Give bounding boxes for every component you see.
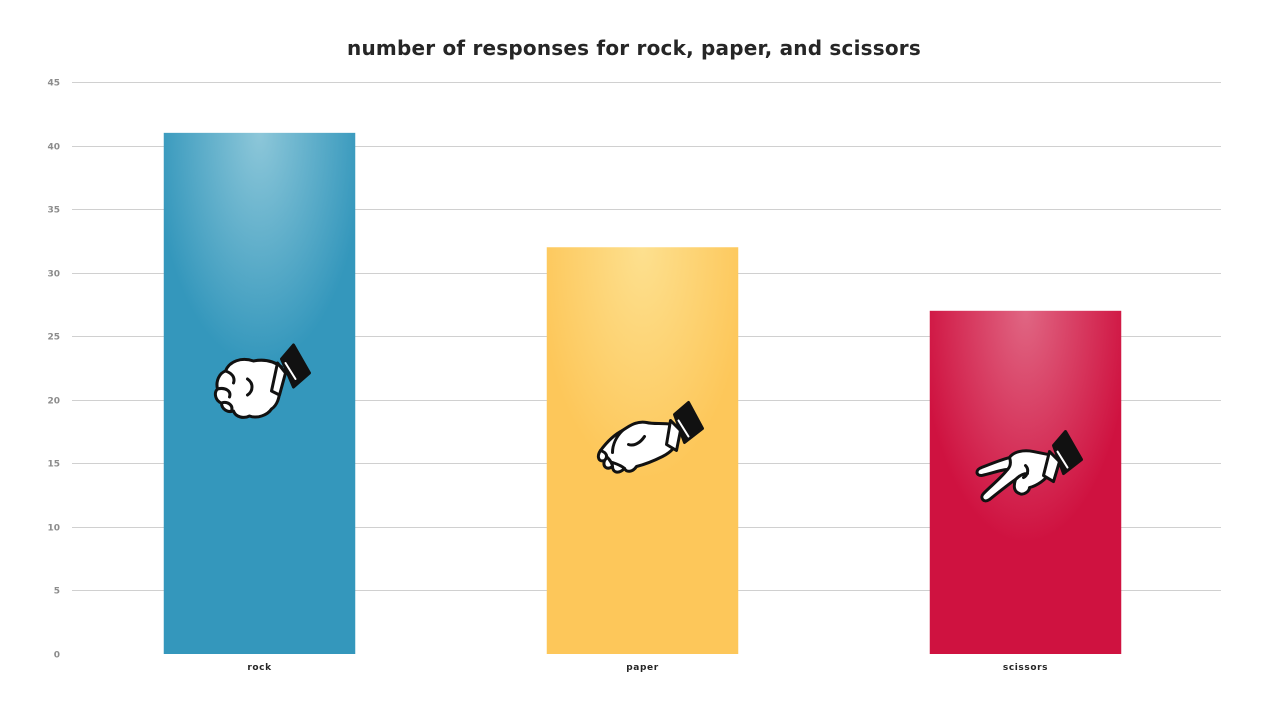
x-category-label: scissors (1003, 663, 1048, 673)
bars (163, 132, 1122, 654)
y-tick-label: 25 (47, 333, 60, 343)
x-category-label: paper (626, 663, 659, 673)
y-tick-label: 35 (47, 206, 60, 216)
y-tick-label: 0 (54, 651, 60, 661)
chart-title: number of responses for rock, paper, and… (347, 36, 921, 60)
axis-labels: 0 5 10 15 20 25 30 35 40 45 rock paper scissors (47, 79, 1048, 674)
y-tick-label: 10 (47, 524, 60, 534)
y-tick-label: 30 (47, 270, 60, 280)
y-tick-label: 45 (47, 79, 60, 89)
y-tick-label: 15 (47, 460, 60, 470)
y-tick-label: 40 (47, 143, 60, 153)
x-category-label: rock (247, 663, 272, 673)
y-tick-label: 5 (54, 587, 60, 597)
y-tick-label: 20 (47, 397, 60, 407)
